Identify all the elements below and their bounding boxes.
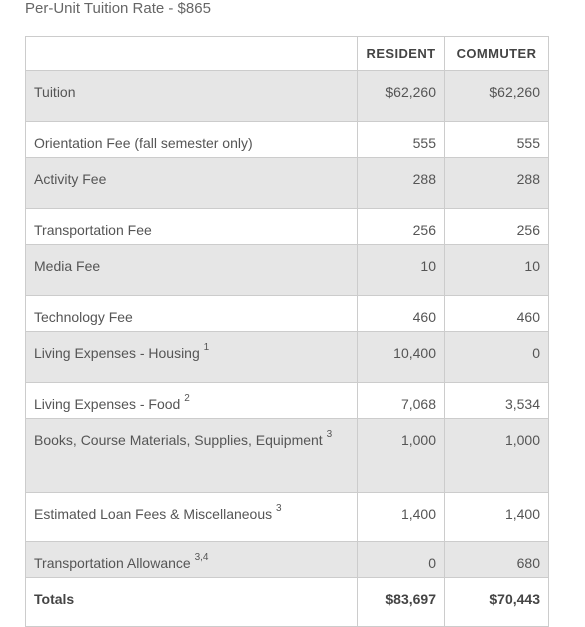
- header-resident: RESIDENT: [357, 36, 445, 71]
- resident-value: 555: [357, 121, 445, 158]
- row-label: Living Expenses - Food 2: [25, 382, 358, 419]
- row-label: Books, Course Materials, Supplies, Equip…: [25, 418, 358, 493]
- row-label: Media Fee: [25, 244, 358, 296]
- row-label: Living Expenses - Housing 1: [25, 331, 358, 383]
- commuter-value: 288: [444, 157, 549, 209]
- commuter-value: 680: [444, 541, 549, 578]
- table-row: Media Fee 10 10: [25, 244, 549, 296]
- resident-value: 1,000: [357, 418, 445, 493]
- commuter-value: 555: [444, 121, 549, 158]
- commuter-value: 460: [444, 295, 549, 332]
- footnote-ref: 3: [276, 503, 282, 514]
- row-label: Transportation Fee: [25, 208, 358, 245]
- commuter-total: $70,443: [444, 577, 549, 627]
- commuter-value: 256: [444, 208, 549, 245]
- row-label: Orientation Fee (fall semester only): [25, 121, 358, 158]
- resident-value: 10: [357, 244, 445, 296]
- resident-value: 256: [357, 208, 445, 245]
- table-row: Activity Fee 288 288: [25, 157, 549, 209]
- resident-value: 0: [357, 541, 445, 578]
- row-label: Technology Fee: [25, 295, 358, 332]
- resident-total: $83,697: [357, 577, 445, 627]
- footnote-ref: 2: [184, 393, 190, 404]
- table-row: Estimated Loan Fees & Miscellaneous 3 1,…: [25, 492, 549, 542]
- totals-row: Totals $83,697 $70,443: [25, 577, 549, 627]
- row-label: Activity Fee: [25, 157, 358, 209]
- header-row: RESIDENT COMMUTER: [25, 36, 549, 71]
- table-row: Orientation Fee (fall semester only) 555…: [25, 121, 549, 158]
- cost-table: RESIDENT COMMUTER Tuition $62,260 $62,26…: [25, 36, 549, 627]
- commuter-value: 0: [444, 331, 549, 383]
- resident-value: 7,068: [357, 382, 445, 419]
- table-row: Tuition $62,260 $62,260: [25, 70, 549, 122]
- row-label: Transportation Allowance 3,4: [25, 541, 358, 578]
- table-row: Living Expenses - Housing 1 10,400 0: [25, 331, 549, 383]
- commuter-value: $62,260: [444, 70, 549, 122]
- commuter-value: 10: [444, 244, 549, 296]
- header-blank-cell: [25, 36, 358, 71]
- table-row: Living Expenses - Food 2 7,068 3,534: [25, 382, 549, 419]
- table-row: Books, Course Materials, Supplies, Equip…: [25, 418, 549, 493]
- footnote-ref: 3: [326, 429, 333, 440]
- totals-label: Totals: [25, 577, 358, 627]
- row-label: Estimated Loan Fees & Miscellaneous 3: [25, 492, 358, 542]
- table-row: Transportation Allowance 3,4 0 680: [25, 541, 549, 578]
- table-row: Technology Fee 460 460: [25, 295, 549, 332]
- resident-value: $62,260: [357, 70, 445, 122]
- commuter-value: 3,534: [444, 382, 549, 419]
- row-label: Tuition: [25, 70, 358, 122]
- table-row: Transportation Fee 256 256: [25, 208, 549, 245]
- resident-value: 288: [357, 157, 445, 209]
- resident-value: 1,400: [357, 492, 445, 542]
- header-commuter: COMMUTER: [444, 36, 549, 71]
- commuter-value: 1,400: [444, 492, 549, 542]
- footnote-ref: 3,4: [194, 552, 209, 563]
- footnote-ref: 1: [203, 342, 210, 353]
- resident-value: 10,400: [357, 331, 445, 383]
- tuition-rate-heading: Per-Unit Tuition Rate - $865: [25, 0, 211, 17]
- commuter-value: 1,000: [444, 418, 549, 493]
- resident-value: 460: [357, 295, 445, 332]
